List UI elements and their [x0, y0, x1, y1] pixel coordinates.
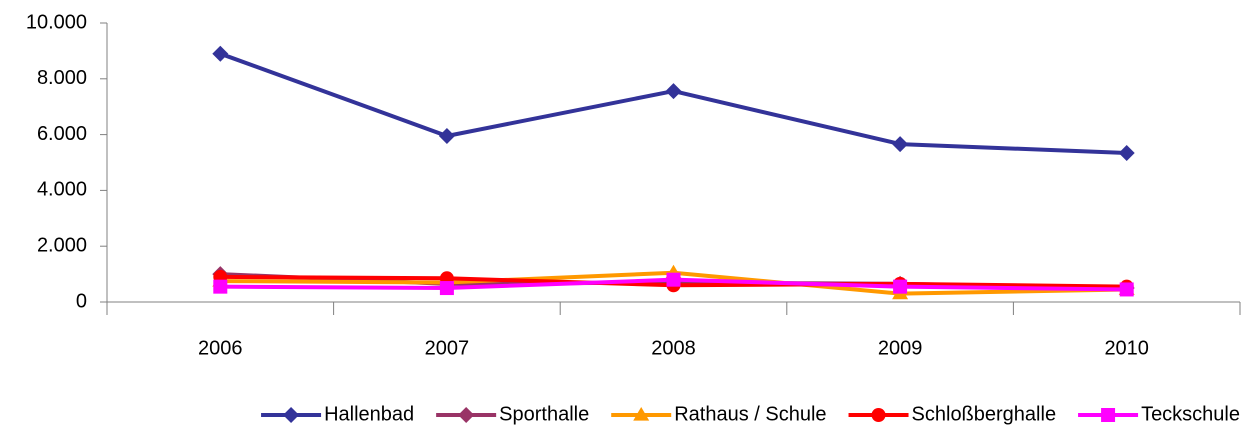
- y-tick-label: 10.000: [26, 11, 87, 33]
- series-line: [219, 51, 1127, 156]
- legend-item: Sporthalle: [436, 403, 589, 425]
- legend-item: Teckschule: [1078, 403, 1240, 425]
- legend-label: Hallenbad: [324, 403, 414, 425]
- marker: [893, 279, 908, 294]
- marker: [1119, 282, 1134, 297]
- marker: [439, 281, 454, 296]
- marker: [1118, 145, 1135, 162]
- marker: [871, 408, 886, 422]
- legend-label: Sporthalle: [499, 403, 589, 425]
- y-tick-label: 8.000: [37, 67, 87, 89]
- marker: [213, 279, 228, 294]
- legend-item: Rathaus / Schule: [611, 403, 827, 425]
- y-tick-label: 4.000: [37, 179, 87, 201]
- marker: [212, 45, 229, 62]
- y-tick-label: 6.000: [37, 123, 87, 145]
- marker: [666, 272, 681, 287]
- legend-item: Hallenbad: [261, 403, 414, 425]
- x-tick-label: 2009: [878, 337, 923, 359]
- marker: [438, 127, 455, 144]
- y-tick-label: 2.000: [37, 234, 87, 256]
- marker: [283, 407, 300, 423]
- legend-label: Schloßberghalle: [912, 403, 1057, 425]
- marker: [633, 407, 650, 421]
- legend: Hallenbad Sporthalle Rathaus / Schule Schlo…: [261, 403, 1240, 425]
- marker: [1101, 408, 1116, 422]
- x-tick-label: 2007: [425, 337, 470, 359]
- legend-item: Schloßberghalle: [848, 403, 1057, 425]
- legend-label: Teckschule: [1141, 403, 1240, 425]
- x-tick-label: 2008: [651, 337, 696, 359]
- x-tick-label: 2010: [1104, 337, 1149, 359]
- marker: [458, 407, 475, 423]
- legend-label: Rathaus / Schule: [674, 403, 826, 425]
- y-tick-label: 0: [76, 290, 87, 312]
- x-tick-label: 2006: [198, 337, 243, 359]
- marker: [665, 83, 682, 100]
- marker: [892, 136, 909, 153]
